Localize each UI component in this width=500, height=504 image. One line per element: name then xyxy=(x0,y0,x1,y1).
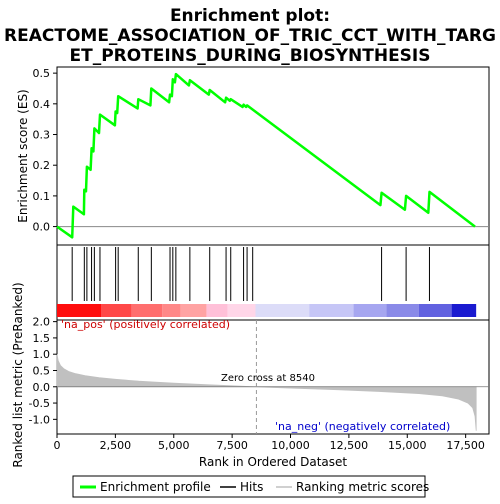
color-bar-segment xyxy=(309,304,354,317)
x-tick-label: 15,000 xyxy=(388,439,427,452)
es-y-tick-label: 0.5 xyxy=(33,67,51,80)
legend-enrichment-label: Enrichment profile xyxy=(100,480,211,494)
legend-metric-label: Ranking metric scores xyxy=(296,480,429,494)
color-bar-segment xyxy=(451,304,477,317)
color-bar-segment xyxy=(131,304,163,317)
x-tick-label: 2,500 xyxy=(100,439,132,452)
x-tick-label: 17,500 xyxy=(446,439,485,452)
es-panel: 0.0 0.1 0.2 0.3 0.4 0.5 xyxy=(33,67,489,239)
title-line-2: REACTOME_ASSOCIATION_OF_TRIC_CCT_WITH_TA… xyxy=(4,26,496,46)
x-tick-label: 10,000 xyxy=(271,439,310,452)
metric-y-tick-label: 0.0 xyxy=(33,381,51,394)
x-tick-label: 0 xyxy=(54,439,61,452)
zero-cross-label: Zero cross at 8540 xyxy=(221,373,315,384)
pos-correlated-label: 'na_pos' (positively correlated) xyxy=(61,318,230,331)
metric-y-tick-label: 2.0 xyxy=(33,316,51,329)
metric-panel: -1.0 -0.5 0.0 0.5 1.0 1.5 2.0 0 2,500 5,000 7,500 1… xyxy=(29,316,489,452)
legend-frame xyxy=(72,475,426,498)
es-panel-frame xyxy=(56,66,490,246)
es-y-tick-label: 0.3 xyxy=(33,129,51,142)
enrichment-profile-line xyxy=(56,72,476,239)
ranking-metric-area xyxy=(56,354,477,431)
color-bar-segment xyxy=(227,304,256,317)
x-tick-label: 12,500 xyxy=(330,439,369,452)
x-tick-label: 7,500 xyxy=(216,439,248,452)
es-y-tick-label: 0.0 xyxy=(33,221,51,234)
metric-y-tick-label: 1.5 xyxy=(33,332,51,345)
color-bar-segment xyxy=(162,304,181,317)
color-bar xyxy=(57,304,477,317)
x-axis-label: Rank in Ordered Dataset xyxy=(199,455,347,469)
color-bar-segment xyxy=(418,304,452,317)
legend-hits-label: Hits xyxy=(240,480,263,494)
es-y-tick-label: 0.1 xyxy=(33,190,51,203)
hits-panel xyxy=(71,247,430,301)
metric-y-tick-label: -1.0 xyxy=(29,413,50,426)
legend: Enrichment profile Hits Ranking metric s… xyxy=(72,475,429,498)
color-bar-segment xyxy=(57,304,102,317)
color-bar-segment xyxy=(206,304,228,317)
color-bar-segment xyxy=(180,304,207,317)
es-y-tick-label: 0.2 xyxy=(33,159,51,172)
neg-correlated-label: 'na_neg' (negatively correlated) xyxy=(275,420,450,433)
metric-y-tick-label: 1.0 xyxy=(33,348,51,361)
metric-y-axis-label: Ranked list metric (PreRanked) xyxy=(11,282,25,467)
title-line-3: ET_PROTEINS_DURING_BIOSYNTHESIS xyxy=(70,46,431,66)
x-tick-label: 5,000 xyxy=(158,439,190,452)
color-bar-segment xyxy=(255,304,310,317)
color-bar-segment xyxy=(386,304,419,317)
title-line-1: Enrichment plot: xyxy=(170,6,330,26)
metric-y-tick-label: -0.5 xyxy=(29,397,50,410)
chart-title: Enrichment plot: REACTOME_ASSOCIATION_OF… xyxy=(4,6,496,66)
es-y-tick-label: 0.4 xyxy=(33,98,51,111)
metric-y-tick-label: 0.5 xyxy=(33,364,51,377)
color-bar-segment xyxy=(101,304,132,317)
es-y-axis-label: Enrichment score (ES) xyxy=(16,89,30,222)
color-bar-segment xyxy=(353,304,387,317)
